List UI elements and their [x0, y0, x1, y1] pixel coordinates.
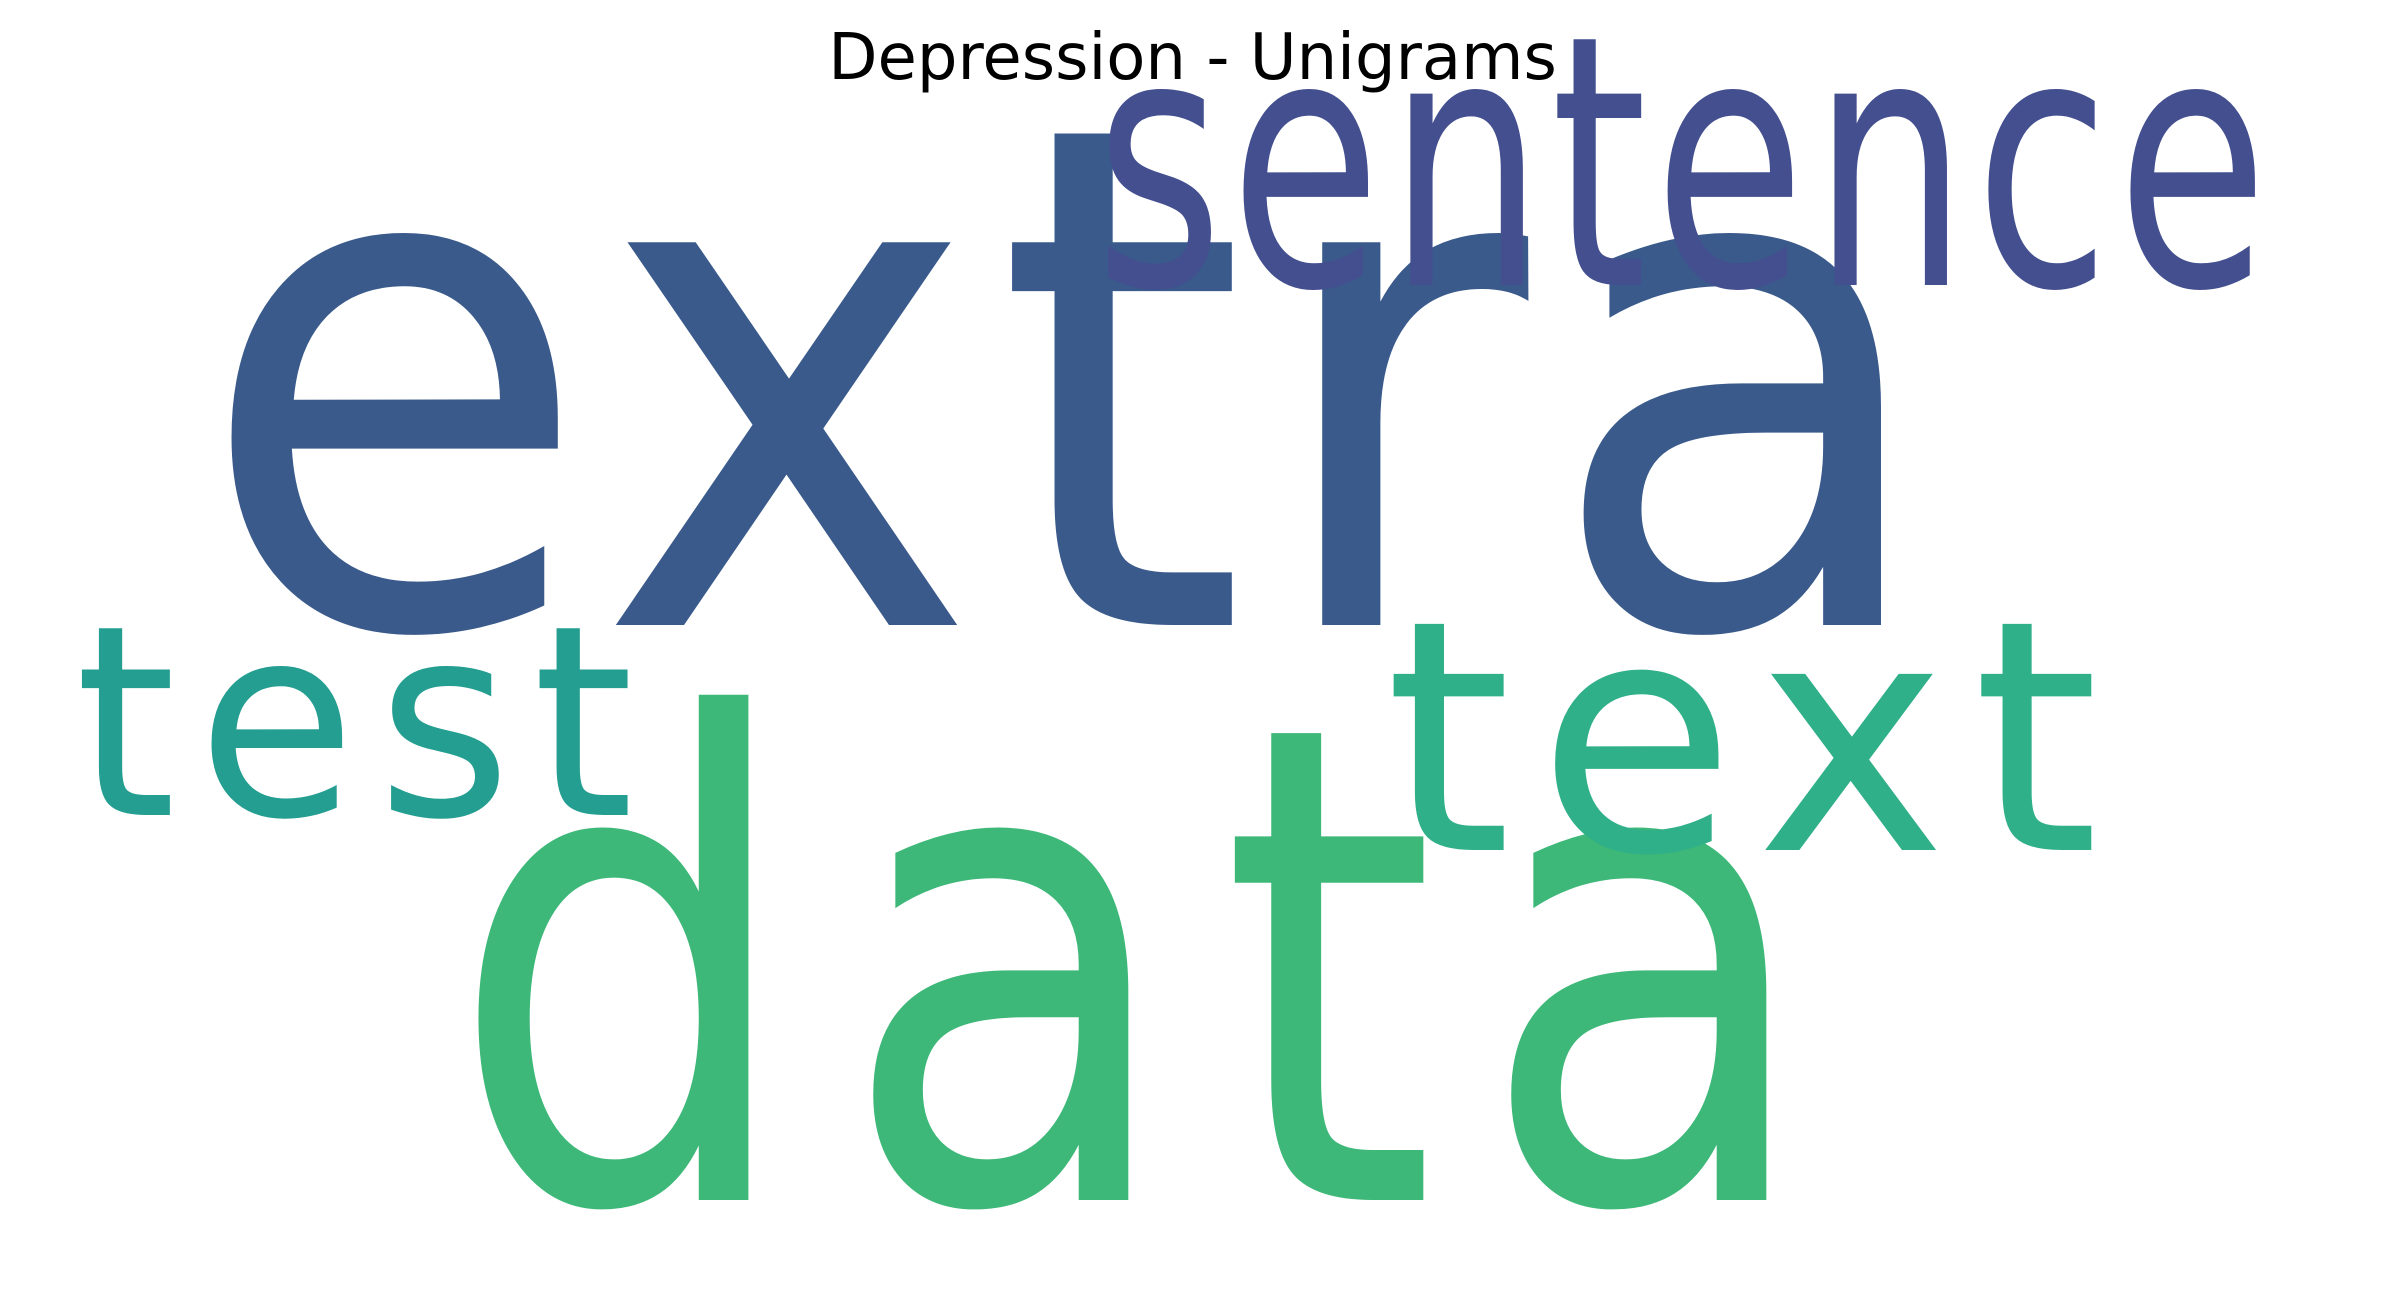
chart-title: Depression - Unigrams [828, 21, 1557, 95]
word-text: text [1385, 551, 2125, 926]
word-sentence: sentence [1095, 0, 2275, 368]
word-extra: extra [196, 0, 1956, 791]
word-data: data [448, 583, 1858, 1297]
word-test: test [75, 568, 655, 878]
